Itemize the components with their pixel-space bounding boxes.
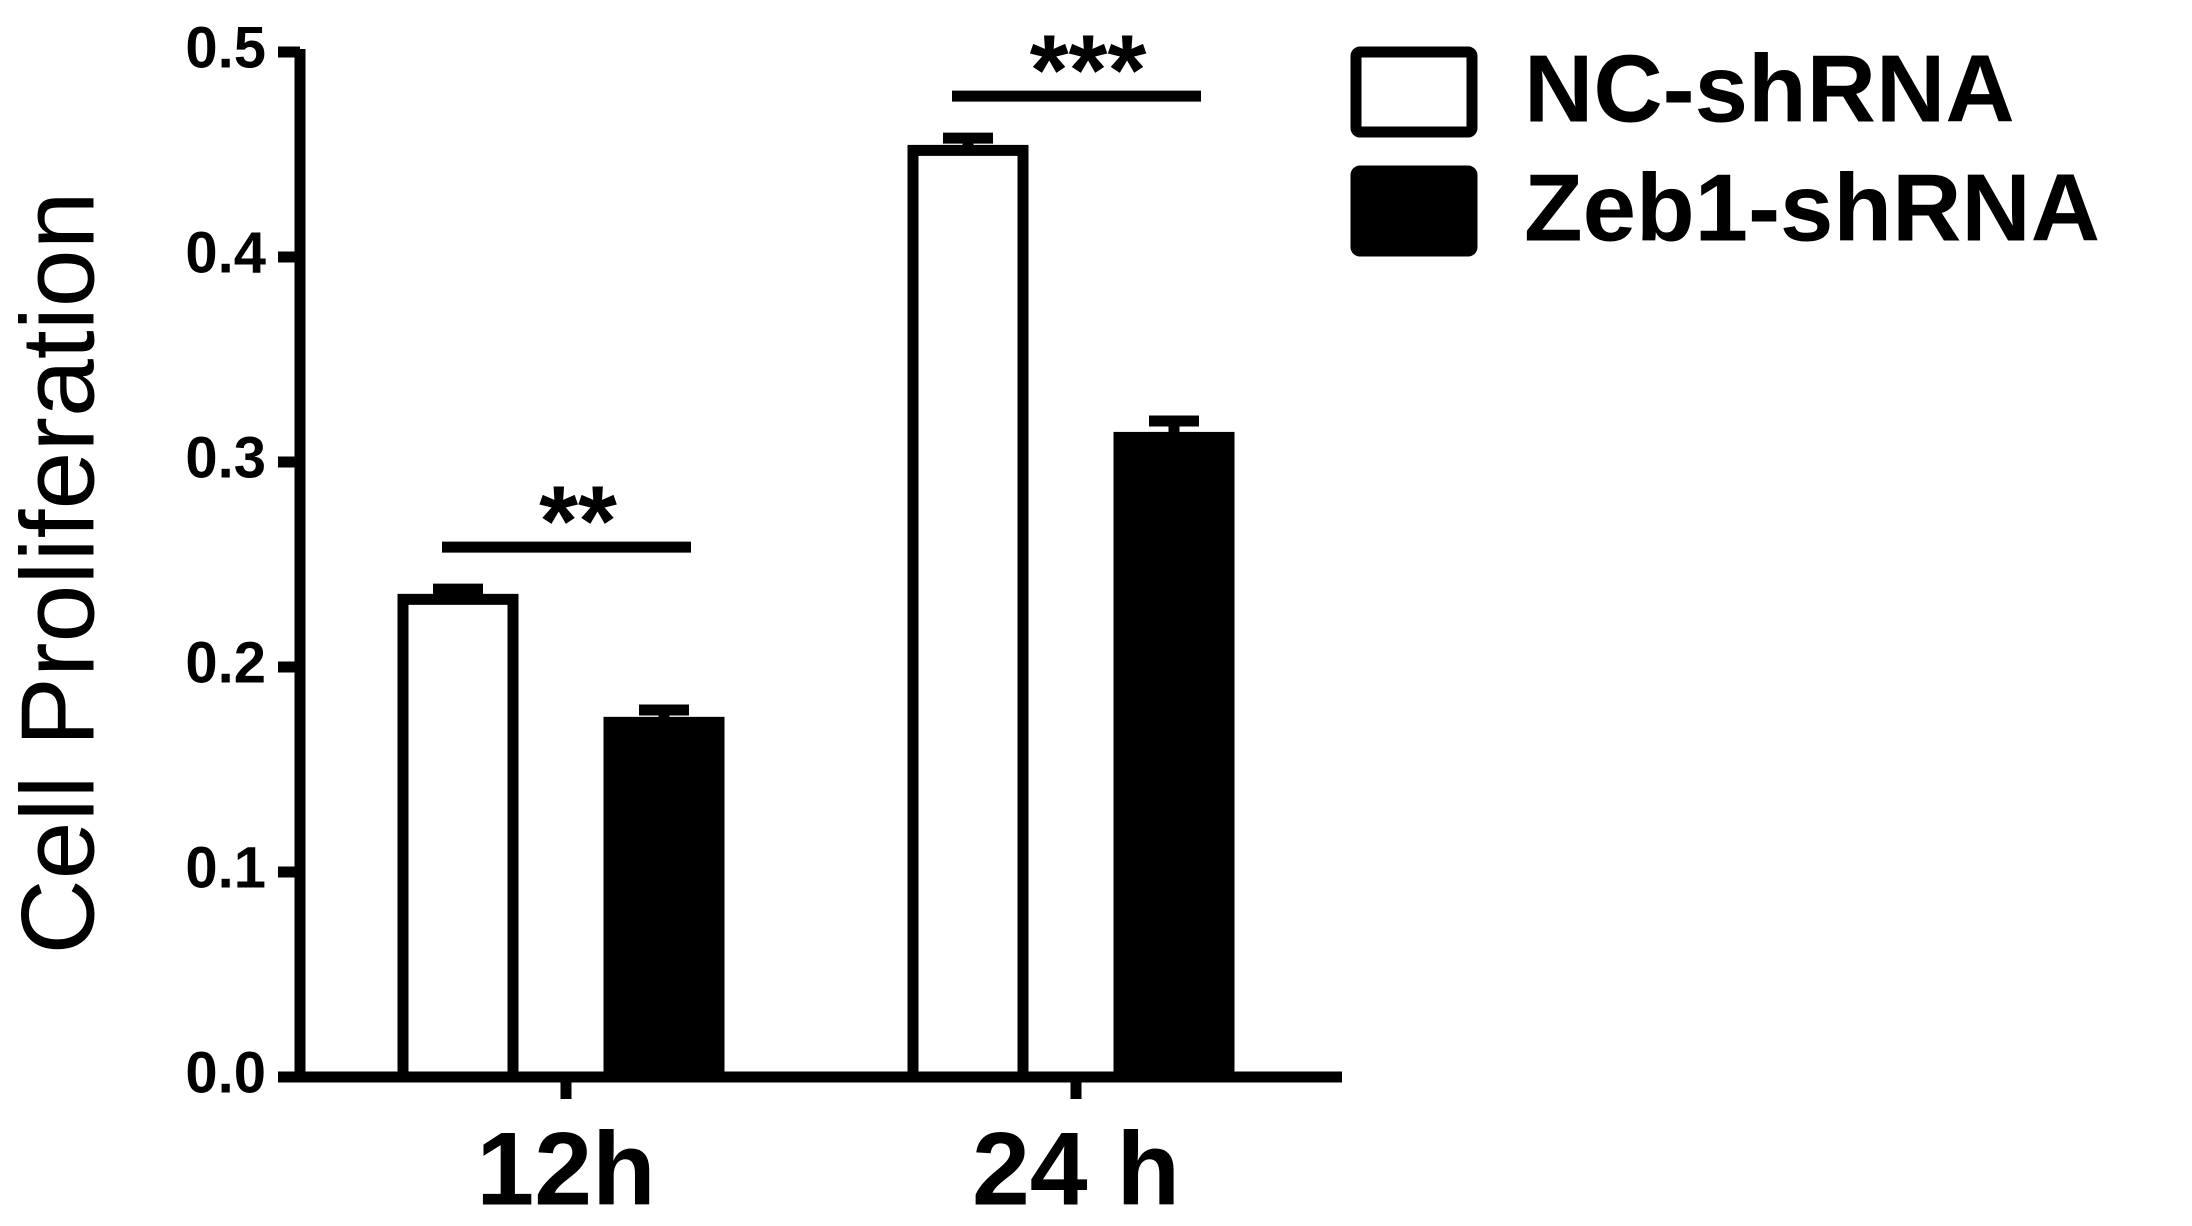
legend-label: Zeb1-shRNA <box>1524 154 2100 261</box>
y-tick-label: 0.5 <box>185 15 266 80</box>
legend-swatch <box>1350 165 1478 257</box>
y-tick-label: 0.3 <box>185 425 266 490</box>
legend-label: NC-shRNA <box>1524 35 2015 142</box>
significance-label: ** <box>539 466 617 578</box>
bar <box>603 716 725 1083</box>
y-axis-label: Cell Proliferation <box>0 192 116 955</box>
y-tick-label: 0.0 <box>185 1040 266 1105</box>
x-tick-label: 24 h <box>972 1111 1180 1226</box>
y-tick-label: 0.1 <box>185 835 266 900</box>
bar <box>1113 431 1235 1083</box>
legend-swatch <box>1350 46 1478 138</box>
y-tick-label: 0.4 <box>185 220 266 285</box>
significance-label: *** <box>1030 15 1147 127</box>
bar <box>397 593 519 1083</box>
bar <box>907 144 1029 1083</box>
x-tick-label: 12h <box>476 1111 655 1226</box>
y-tick-label: 0.2 <box>185 630 266 695</box>
